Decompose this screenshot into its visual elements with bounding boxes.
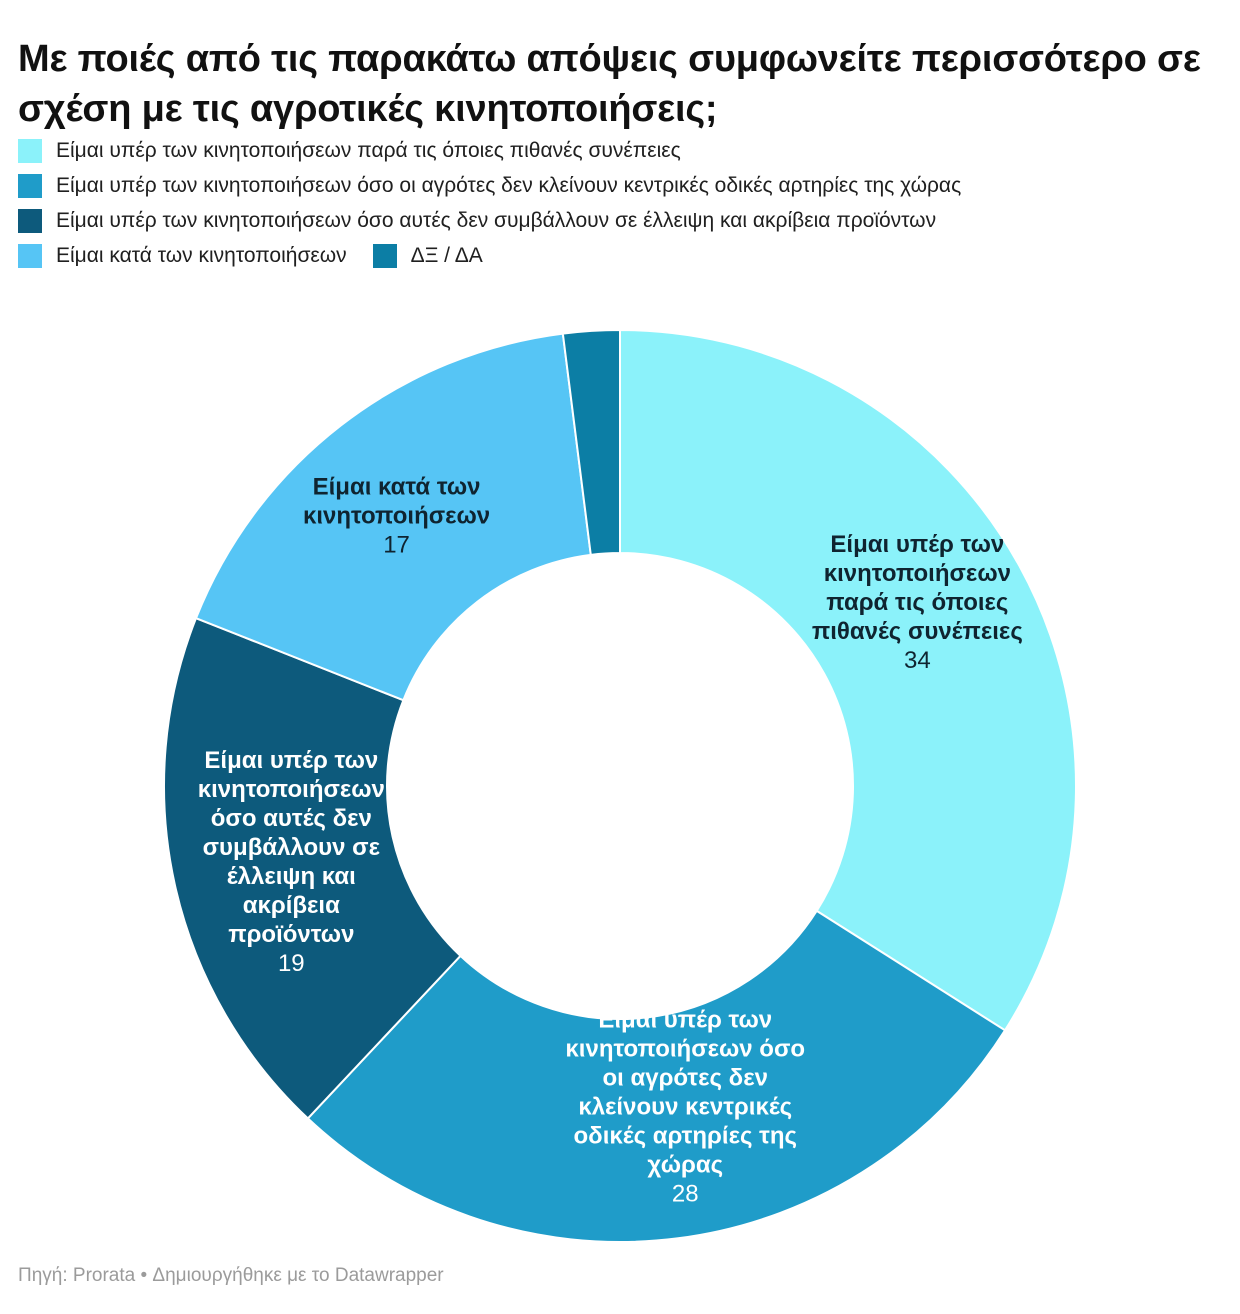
legend-label: Είμαι κατά των κινητοποιήσεων	[56, 244, 347, 267]
legend-swatch-icon	[18, 174, 42, 198]
source-line: Πηγή: Prorata • Δημιουργήθηκε με το Data…	[18, 1265, 1218, 1287]
slice-label-3: Είμαι υπέρ των κινητοποιήσεων όσο αυτές δε…	[198, 747, 385, 977]
donut-slice-1[interactable]	[619, 328, 1077, 1032]
donut-slice-3[interactable]	[163, 616, 462, 1120]
donut-slice-5[interactable]	[561, 328, 621, 556]
legend-item: Είμαι υπέρ των κινητοποιήσεων όσο οι αγρ…	[18, 174, 961, 198]
legend-label: ΔΞ / ΔΑ	[410, 244, 483, 267]
legend-swatch-icon	[18, 244, 42, 268]
chart-title: Με ποιές από τις παρακάτω απόψεις συμφων…	[18, 38, 1201, 130]
donut-slice-4[interactable]	[194, 332, 592, 702]
slice-label-1: Είμαι υπέρ των κινητοποιήσεων παρά τις όπο…	[812, 531, 1023, 674]
legend-swatch-icon	[18, 139, 42, 163]
legend-label: Είμαι υπέρ των κινητοποιήσεων όσο οι αγρ…	[56, 174, 962, 197]
legend-item: Είμαι υπέρ των κινητοποιήσεων παρά τις ό…	[18, 139, 681, 163]
legend-label: Είμαι υπέρ των κινητοποιήσεων παρά τις ό…	[56, 139, 681, 162]
legend-item: ΔΞ / ΔΑ	[372, 244, 483, 268]
legend-swatch-icon	[18, 209, 42, 233]
donut-slice-2[interactable]	[306, 909, 1007, 1243]
legend-swatch-icon	[372, 244, 397, 268]
slice-label-4: Είμαι κατά των κινητοποιήσεων 17	[303, 473, 490, 558]
legend: Είμαι υπέρ των κινητοποιήσεων παρά τις ό…	[18, 139, 1228, 268]
source-text: Πηγή: Prorata • Δημιουργήθηκε με το Data…	[18, 1265, 444, 1286]
legend-item: Είμαι υπέρ των κινητοποιήσεων όσο αυτές …	[18, 209, 936, 233]
slice-label-2: Είμαι υπέρ των κινητοποιήσεων όσο οι αγρότ…	[565, 1006, 805, 1207]
legend-item: Είμαι κατά των κινητοποιήσεων	[18, 244, 347, 268]
legend-label: Είμαι υπέρ των κινητοποιήσεων όσο αυτές …	[56, 209, 937, 232]
